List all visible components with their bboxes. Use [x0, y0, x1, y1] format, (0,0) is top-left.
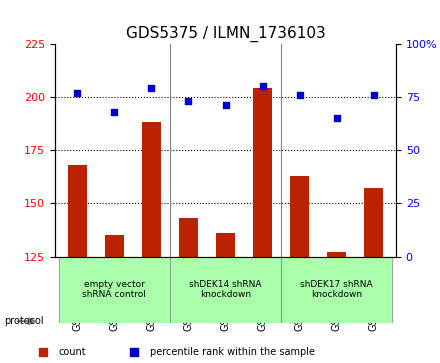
Bar [290, 176, 309, 257]
Text: percentile rank within the sample: percentile rank within the sample [150, 347, 315, 357]
Bar [105, 235, 124, 257]
Point [185, 98, 192, 104]
FancyBboxPatch shape [281, 257, 392, 323]
Text: count: count [59, 347, 87, 357]
Point [296, 92, 303, 98]
FancyBboxPatch shape [59, 257, 170, 323]
Bar [179, 218, 198, 257]
Text: shDEK14 shRNA
knockdown: shDEK14 shRNA knockdown [189, 280, 262, 299]
Text: empty vector
shRNA control: empty vector shRNA control [82, 280, 146, 299]
Point [222, 102, 229, 108]
Bar [68, 165, 87, 257]
FancyBboxPatch shape [170, 257, 281, 323]
Text: shDEK17 shRNA
knockdown: shDEK17 shRNA knockdown [301, 280, 373, 299]
Bar [142, 122, 161, 257]
Title: GDS5375 / ILMN_1736103: GDS5375 / ILMN_1736103 [126, 26, 325, 42]
Text: protocol: protocol [4, 316, 44, 326]
Bar [253, 88, 272, 257]
Point [333, 115, 340, 121]
Point [259, 83, 266, 89]
Bar [364, 188, 383, 257]
Point [148, 85, 155, 91]
Point [74, 90, 81, 95]
Point [111, 109, 118, 115]
Point [302, 250, 309, 256]
Bar [216, 233, 235, 257]
Point [370, 92, 377, 98]
Bar [327, 252, 346, 257]
